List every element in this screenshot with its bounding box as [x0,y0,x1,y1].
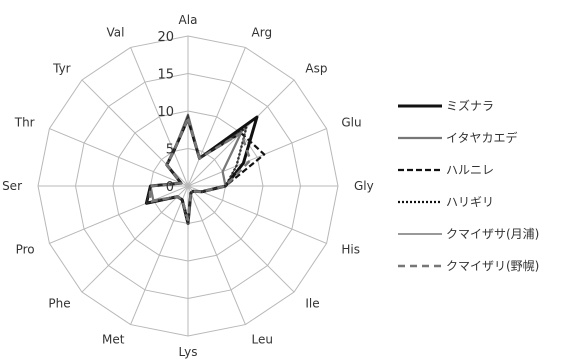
legend-label: クマイザリ(野幌) [446,258,539,273]
axis-label-glu: Glu [341,115,361,129]
tick-label-10: 10 [157,105,174,120]
axis-label-arg: Arg [252,26,273,40]
axis-label-pro: Pro [16,243,35,257]
axis-label-leu: Leu [252,332,273,346]
axis-labels: Ala Arg Asp Glu Gly His Ile Leu Lys Met Phe Pro Ser T… [2,13,374,359]
axis-label-ala: Ala [179,13,198,27]
spoke-ile [187,185,295,293]
spoke-thr [49,128,189,187]
tick-label-0: 0 [166,180,174,195]
spoke-glu [187,128,327,187]
axis-label-ser: Ser [2,179,22,193]
spoke-phe [81,185,189,293]
spoke-his [187,185,327,244]
axis-label-his: His [341,243,360,257]
axis-label-tyr: Tyr [52,62,71,76]
spoke-met [130,185,189,325]
spoke-arg [187,47,246,187]
radar-series [144,113,266,225]
axis-label-phe: Phe [48,296,70,310]
radar-spokes [38,36,338,336]
axis-label-gly: Gly [354,179,374,193]
axis-label-thr: Thr [14,115,35,129]
legend-label: ミズナラ [446,98,494,113]
spoke-leu [187,185,246,325]
series-line-5 [148,117,252,221]
axis-label-ile: Ile [305,296,319,310]
tick-label-15: 15 [157,68,174,83]
spoke-val [130,47,189,187]
spoke-pro [49,185,189,244]
axis-label-lys: Lys [179,345,198,359]
legend-label: ハルニレ [446,163,494,177]
legend-label: クマイザサ(月浦) [446,227,539,241]
legend-label: ハリギリ [446,195,494,209]
axis-label-met: Met [102,332,125,346]
axis-label-val: Val [107,26,125,40]
legend-label: イタヤカエデ [446,130,518,145]
radial-tick-labels: 0 5 10 15 20 [157,30,174,195]
tick-label-5: 5 [166,143,174,158]
tick-label-20: 20 [157,30,174,45]
axis-label-asp: Asp [305,62,327,76]
